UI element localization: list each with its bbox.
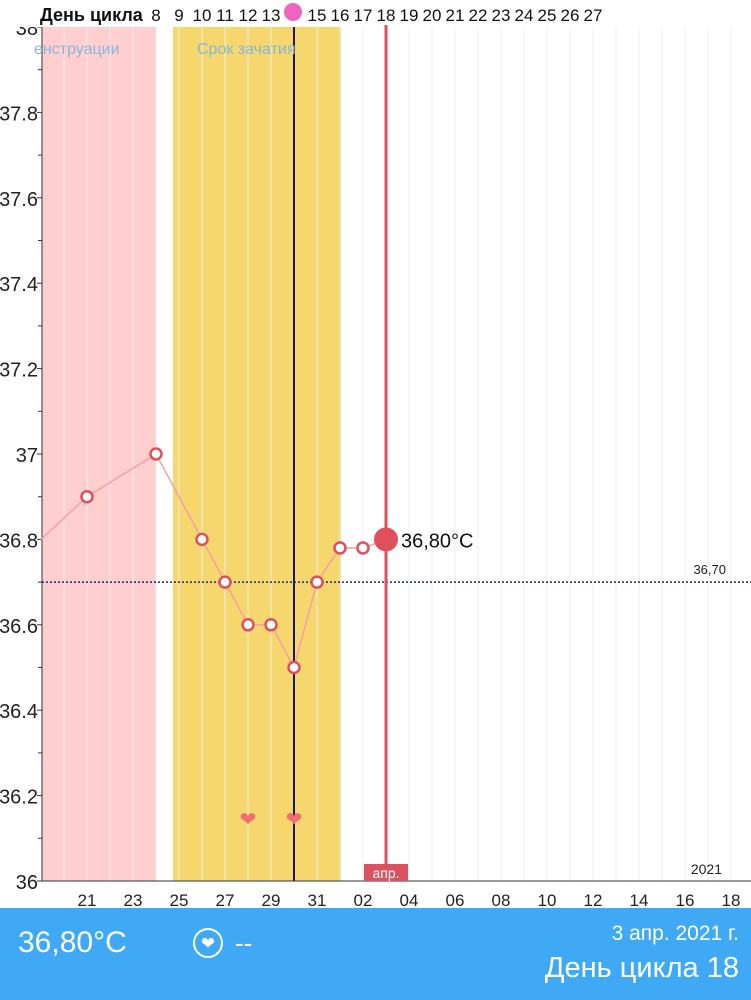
x-tick-label: 12 (584, 891, 603, 908)
y-tick-label: 37.6 (0, 189, 38, 211)
intercourse-value: -- (235, 928, 253, 958)
current-temperature-point (374, 527, 398, 552)
current-temperature-label: 36,80°C (401, 530, 474, 552)
bbt-chart[interactable]: енструации Срок зачатия 36 36.2 36.4 36.6 36.8… (0, 0, 751, 908)
month-badge (364, 864, 408, 881)
x-tick-label: 04 (400, 891, 419, 908)
y-tick-label: 36 (16, 872, 38, 894)
y-tick-label: 36.6 (0, 616, 38, 638)
temperature-point (287, 660, 301, 675)
cycle-day-number: 8 (151, 6, 160, 25)
temperature-point (80, 489, 94, 504)
menstruation-band (42, 27, 156, 881)
cycle-day-number: 17 (354, 6, 373, 25)
cycle-day-number: 20 (423, 6, 442, 25)
fertile-window-band (173, 27, 341, 881)
temperature-point (264, 618, 278, 632)
temperature-point (241, 618, 255, 632)
ovulation-day-icon (284, 3, 302, 21)
x-tick-label: 16 (676, 891, 695, 908)
cycle-day-number: 12 (239, 6, 258, 25)
fertile-window-label: Срок зачатия (197, 41, 296, 58)
menstruation-band-label: енструации (34, 41, 120, 58)
temperature-point (333, 541, 347, 555)
cycle-day-number: 22 (469, 6, 488, 25)
temperature-point (195, 532, 209, 547)
cycle-day-number: 15 (308, 6, 327, 25)
y-tick-label: 36.8 (0, 530, 38, 552)
cycle-day-number: 10 (193, 6, 212, 25)
cycle-day-number: 16 (331, 6, 350, 25)
selected-date: 3 апр. 2021 г. (611, 922, 739, 945)
x-tick-label: 29 (262, 891, 281, 908)
y-tick-label: 36.2 (0, 787, 38, 809)
temperature-point (310, 575, 324, 589)
x-tick-label: 27 (216, 891, 235, 908)
y-tick-label: 37.2 (0, 360, 38, 382)
x-tick-label: 21 (78, 891, 97, 908)
cycle-day-number: 27 (584, 6, 603, 25)
cycle-day-number: 19 (400, 6, 419, 25)
cycle-day-number: 11 (216, 6, 234, 25)
cycle-day-number: 21 (446, 6, 465, 25)
coverline-label: 36,70 (693, 562, 726, 577)
cycle-day-header-label: День цикла (40, 5, 144, 25)
current-temperature: 36,80°C (18, 926, 127, 959)
temperature-point (218, 575, 232, 589)
cycle-day-number: 26 (561, 6, 580, 25)
y-tick-label: 37.4 (0, 274, 38, 296)
header-bg (0, 0, 751, 27)
status-bar: 36,80°C ❤ -- 3 апр. 2021 г. День цикла 1… (0, 908, 751, 1000)
x-tick-label: 06 (446, 891, 465, 908)
selected-cycle-day[interactable]: День цикла 18 (544, 952, 739, 984)
temperature-point (149, 447, 163, 461)
cycle-day-number: 18 (377, 6, 396, 25)
y-tick-label: 37 (16, 445, 38, 467)
x-tick-label: 23 (124, 891, 143, 908)
cycle-day-number: 23 (492, 6, 511, 25)
x-tick-label: 14 (630, 891, 649, 908)
x-tick-label: 18 (722, 891, 741, 908)
x-tick-label: 31 (308, 891, 327, 908)
intercourse-heart-icon: ❤ (240, 809, 257, 831)
x-tick-label: 25 (170, 891, 189, 908)
cycle-day-number: 25 (538, 6, 557, 25)
intercourse-heart-icon: ❤ (286, 809, 303, 831)
temperature-point (356, 541, 370, 555)
cycle-day-number: 24 (515, 6, 534, 25)
cycle-day-number: 13 (262, 6, 281, 25)
x-tick-label: 02 (354, 891, 373, 908)
cycle-day-number: 9 (174, 6, 183, 25)
x-tick-label: 10 (538, 891, 557, 908)
year-label: 2021 (691, 861, 722, 877)
y-tick-label: 37.8 (0, 103, 38, 125)
x-tick-label: 08 (492, 891, 511, 908)
y-tick-label: 36.4 (0, 701, 38, 723)
month-label: апр. (372, 865, 399, 881)
heart-icon[interactable]: ❤ (193, 928, 223, 958)
